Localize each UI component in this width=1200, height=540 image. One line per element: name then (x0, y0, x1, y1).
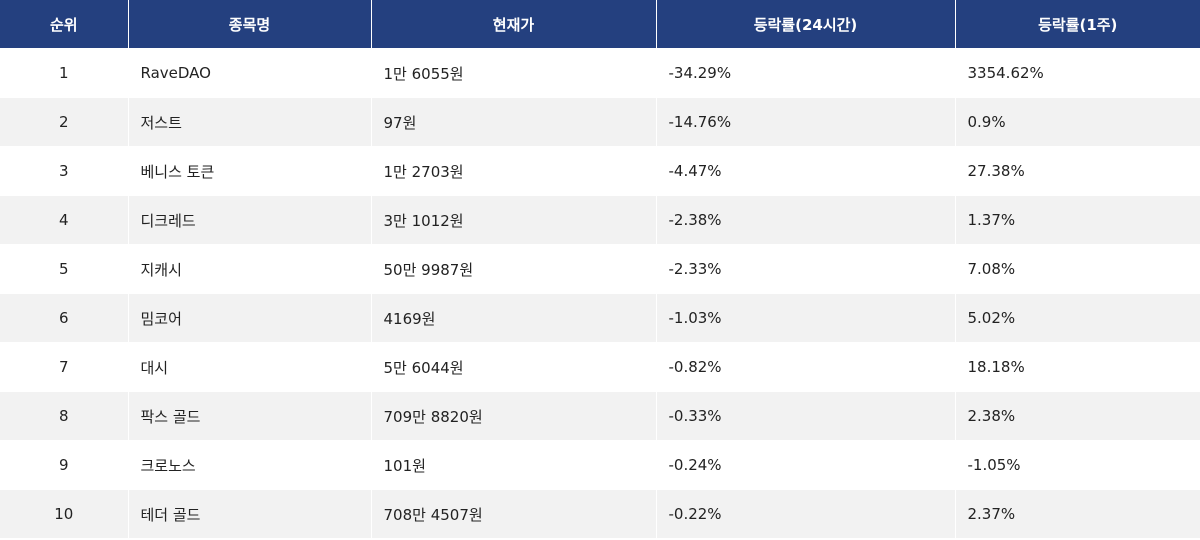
table-cell: 밈코어 (127, 293, 371, 343)
table-cell: 0.9% (954, 97, 1200, 147)
table-row: 2 저스트 97원 -14.76% 0.9% (0, 97, 1200, 147)
header-cell: 등락률(1주) (954, 0, 1200, 49)
header-cell: 현재가 (370, 0, 656, 49)
table-cell: 크로노스 (127, 440, 371, 490)
table-cell: 5.02% (954, 293, 1200, 343)
table-cell: -4.47% (655, 146, 955, 196)
table-cell: 6 (0, 293, 128, 343)
table-cell: 1만 2703원 (370, 146, 656, 196)
table-cell: 709만 8820원 (370, 391, 656, 441)
table-cell: 3 (0, 146, 128, 196)
table-cell: 7 (0, 342, 128, 392)
table-cell: 7.08% (954, 244, 1200, 294)
table-cell: 708만 4507원 (370, 489, 656, 538)
table-cell: -34.29% (655, 48, 955, 98)
table-cell: 18.18% (954, 342, 1200, 392)
table-cell: 10 (0, 489, 128, 538)
table-row: 10 테더 골드 708만 4507원 -0.22% 2.37% (0, 489, 1200, 538)
table-cell: 8 (0, 391, 128, 441)
table-cell: 1.37% (954, 195, 1200, 245)
table-cell: -0.22% (655, 489, 955, 538)
table-cell: 3만 1012원 (370, 195, 656, 245)
table-body: 1 RaveDAO 1만 6055원 -34.29% 3354.62% 2 저스트 97원 -1… (0, 48, 1200, 538)
table-cell: -2.38% (655, 195, 955, 245)
table-row: 8 팍스 골드 709만 8820원 -0.33% 2.38% (0, 391, 1200, 441)
table-cell: 2 (0, 97, 128, 147)
table-row: 4 디크레드 3만 1012원 -2.38% 1.37% (0, 195, 1200, 245)
table-cell: -0.33% (655, 391, 955, 441)
table-row: 6 밈코어 4169원 -1.03% 5.02% (0, 293, 1200, 343)
table-cell: 4169원 (370, 293, 656, 343)
table-cell: 1 (0, 48, 128, 98)
table-cell: 5 (0, 244, 128, 294)
table-row: 9 크로노스 101원 -0.24% -1.05% (0, 440, 1200, 490)
header-cell: 종목명 (127, 0, 371, 49)
table-cell: 1만 6055원 (370, 48, 656, 98)
table-cell: -1.03% (655, 293, 955, 343)
table-cell: 베니스 토큰 (127, 146, 371, 196)
table-cell: 27.38% (954, 146, 1200, 196)
table-cell: 9 (0, 440, 128, 490)
table-cell: -0.24% (655, 440, 955, 490)
table-row: 1 RaveDAO 1만 6055원 -34.29% 3354.62% (0, 48, 1200, 98)
table-cell: 2.37% (954, 489, 1200, 538)
table-cell: -0.82% (655, 342, 955, 392)
table-cell: 97원 (370, 97, 656, 147)
table-cell: -1.05% (954, 440, 1200, 490)
table-cell: 3354.62% (954, 48, 1200, 98)
table-cell: 5만 6044원 (370, 342, 656, 392)
table-header: 순위 종목명 현재가 등락률(24시간) 등락률(1주) (0, 0, 1200, 49)
table-cell: RaveDAO (127, 48, 371, 98)
table-cell: 4 (0, 195, 128, 245)
table-cell: 2.38% (954, 391, 1200, 441)
table-cell: 101원 (370, 440, 656, 490)
header-cell: 등락률(24시간) (655, 0, 955, 49)
table-cell: 대시 (127, 342, 371, 392)
table-cell: 테더 골드 (127, 489, 371, 538)
header-row: 순위 종목명 현재가 등락률(24시간) 등락률(1주) (0, 0, 1200, 49)
table-row: 3 베니스 토큰 1만 2703원 -4.47% 27.38% (0, 146, 1200, 196)
table-cell: -14.76% (655, 97, 955, 147)
table-cell: -2.33% (655, 244, 955, 294)
table-cell: 50만 9987원 (370, 244, 656, 294)
table-row: 7 대시 5만 6044원 -0.82% 18.18% (0, 342, 1200, 392)
table-row: 5 지캐시 50만 9987원 -2.33% 7.08% (0, 244, 1200, 294)
table-cell: 저스트 (127, 97, 371, 147)
table-cell: 지캐시 (127, 244, 371, 294)
header-cell: 순위 (0, 0, 128, 49)
table-cell: 팍스 골드 (127, 391, 371, 441)
table-cell: 디크레드 (127, 195, 371, 245)
